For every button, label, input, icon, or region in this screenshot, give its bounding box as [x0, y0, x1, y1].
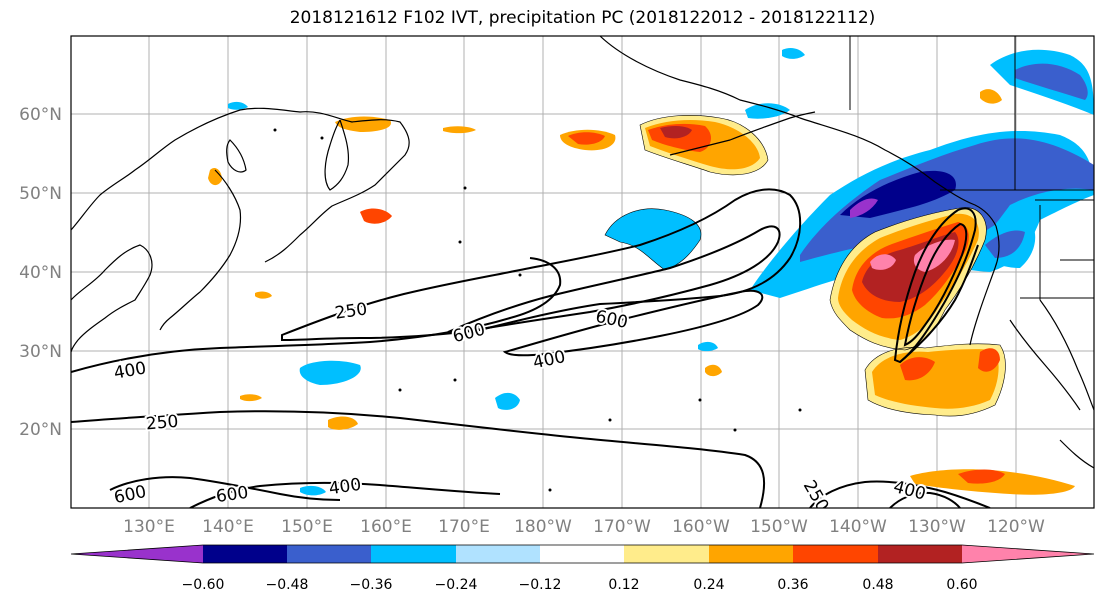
negative-blob-f — [300, 485, 326, 496]
central-negative — [605, 208, 701, 270]
negative-band-extreme — [850, 198, 878, 218]
negative-blob-g — [698, 341, 718, 352]
northeast-negative-core — [1015, 63, 1088, 100]
longitude-label: 150°W — [750, 517, 808, 537]
negative-band-mid — [800, 138, 1094, 262]
latitude-label: 40°N — [19, 263, 62, 283]
positive-blob-e — [240, 394, 262, 402]
colorbar-segment — [709, 545, 793, 563]
positive-blob-c — [443, 126, 476, 134]
negative-blob-d — [745, 103, 790, 119]
positive-blob-b — [360, 208, 392, 224]
contour-label: 250 — [145, 412, 179, 435]
colorbar-segment — [540, 545, 624, 563]
latitude-label: 30°N — [19, 342, 62, 362]
colorbar-segment — [287, 545, 371, 563]
colorbar-tick-label: −0.36 — [350, 577, 393, 593]
longitude-label: 120°W — [987, 517, 1045, 537]
colorbar-labels: −0.60 −0.48 −0.36 −0.24 −0.12 0.12 0.24 … — [182, 577, 978, 593]
longitude-label: 130°W — [908, 517, 966, 537]
contour-600-inner-b — [502, 289, 764, 357]
colorbar-outline — [70, 544, 1095, 564]
colorbar-tick-label: −0.60 — [182, 577, 225, 593]
longitude-label: 140°E — [202, 517, 254, 537]
south-positive-red — [900, 348, 1000, 381]
bering-positive-red — [568, 132, 605, 145]
colorbar-tick-label: 0.12 — [608, 577, 639, 593]
contour-400-bottom-right — [889, 491, 961, 508]
negative-blob-a — [299, 360, 361, 385]
colorbar-segment — [456, 545, 540, 563]
south-strip-positive-red — [958, 469, 1005, 484]
longitude-label: 170°E — [438, 517, 490, 537]
contour-ar-east — [899, 244, 979, 363]
contour-250-south — [71, 410, 766, 508]
colorbar-tick-label: −0.12 — [519, 577, 562, 593]
colorbar-tick-label: 0.36 — [777, 577, 808, 593]
longitude-label: 130°E — [123, 517, 175, 537]
shading-outlines — [604, 115, 1006, 417]
precipitation-shading — [208, 47, 1094, 496]
islands — [273, 128, 802, 492]
contour-label: 600 — [215, 483, 250, 507]
contour-600-inner — [447, 225, 781, 333]
longitude-label: 140°W — [829, 517, 887, 537]
contour-250-bottom-right — [809, 480, 991, 508]
gridlines — [71, 36, 1094, 508]
plot-border — [70, 35, 1095, 509]
colorbar-segment — [624, 545, 709, 563]
longitude-label: 160°E — [360, 517, 412, 537]
south-strip-positive — [910, 469, 1075, 495]
colorbar-tick-label: 0.24 — [693, 577, 724, 593]
positive-blob-g — [705, 364, 722, 377]
colorbar-extend-low — [71, 545, 203, 563]
negative-blob-e — [228, 101, 248, 110]
longitude-label: 170°W — [593, 517, 651, 537]
positive-blob-f — [980, 89, 1002, 104]
contour-400-long — [71, 257, 562, 373]
colorbar-segment — [371, 545, 456, 563]
contour-400-south — [189, 481, 501, 508]
negative-blob-c — [782, 47, 805, 59]
positive-blob-d — [328, 416, 358, 430]
longitude-label: 180°W — [514, 517, 572, 537]
map-title: 2018121612 F102 IVT, precipitation PC (2… — [289, 8, 876, 28]
colorbar-segment — [793, 545, 878, 563]
coastlines — [71, 36, 1094, 469]
colorbar-extend-high — [962, 545, 1094, 563]
latitude-label: 50°N — [19, 184, 62, 204]
longitude-label: 150°E — [281, 517, 333, 537]
political-borders — [849, 36, 1094, 300]
contour-ar-outer — [893, 207, 977, 364]
positive-anomaly-pink-a — [870, 254, 896, 270]
longitude-axis: 130°E 140°E 150°E 160°E 170°E 180°W 170°… — [123, 517, 1045, 537]
colorbar-tick-label: 0.60 — [946, 577, 977, 593]
latitude-axis: 60°N 50°N 40°N 30°N 20°N — [19, 105, 62, 440]
negative-blob-b — [495, 392, 520, 410]
colorbar-tick-label: −0.48 — [266, 577, 309, 593]
positive-blob-i — [255, 291, 272, 299]
contour-ar-inner — [903, 222, 968, 347]
westcoast-negative-core — [985, 230, 1025, 258]
colorbar-segment — [203, 545, 287, 563]
longitude-label: 160°W — [672, 517, 730, 537]
latitude-label: 60°N — [19, 105, 62, 125]
contour-600-south — [109, 476, 341, 501]
alaska-positive-darkred — [660, 125, 692, 139]
positive-blob-h — [208, 168, 222, 186]
colorbar-tick-label: 0.48 — [862, 577, 893, 593]
latitude-label: 20°N — [19, 420, 62, 440]
colorbar — [70, 544, 1095, 564]
colorbar-tick-label: −0.24 — [435, 577, 478, 593]
ivt-contours — [71, 188, 991, 508]
colorbar-segment — [878, 545, 962, 563]
